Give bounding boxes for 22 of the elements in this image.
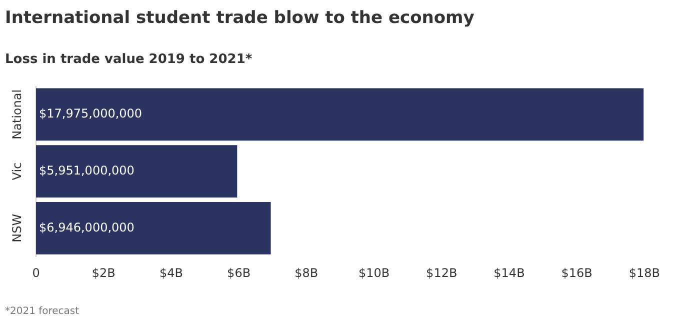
y-tick-label: National (10, 89, 24, 140)
bar (36, 145, 238, 198)
chart-title: International student trade blow to the economy (5, 8, 474, 28)
x-tick-label: $8B (294, 266, 318, 280)
x-tick-label: $18B (628, 266, 660, 280)
x-tick-label: 0 (32, 266, 40, 280)
x-tick-label: $16B (561, 266, 592, 280)
chart-subtitle: Loss in trade value 2019 to 2021* (5, 52, 252, 67)
data-label: $5,951,000,000 (39, 163, 134, 178)
bar (36, 202, 271, 254)
bar (36, 88, 644, 141)
text: *2021 forecast (5, 306, 80, 317)
data-label: $17,975,000,000 (39, 106, 142, 121)
x-tick-label: $6B (227, 266, 251, 280)
x-tick-label: $4B (159, 266, 183, 280)
y-tick-label: Vic (10, 162, 24, 180)
y-tick-label: NSW (10, 214, 24, 242)
x-tick-label: $10B (358, 266, 390, 280)
x-tick-label: $2B (92, 266, 116, 280)
x-tick-label: $12B (426, 266, 458, 280)
x-tick-label: $14B (494, 266, 525, 280)
data-label: $6,946,000,000 (39, 220, 134, 234)
